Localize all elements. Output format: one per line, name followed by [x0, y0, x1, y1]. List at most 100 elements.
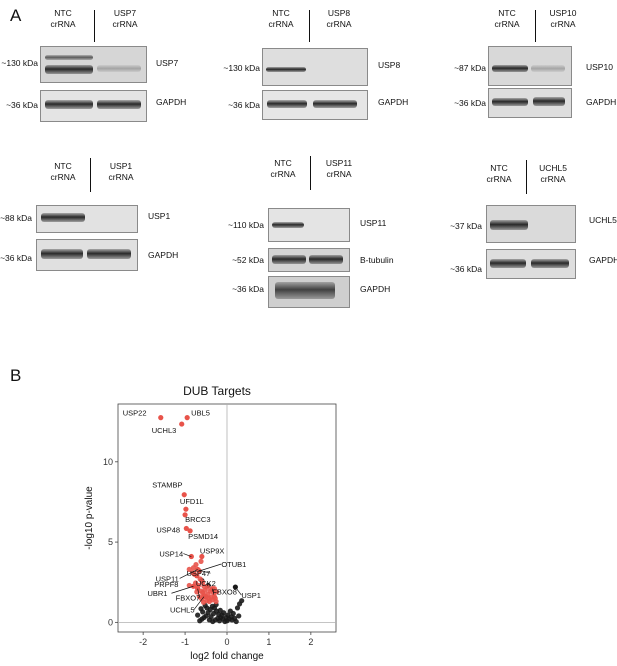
data-point-significant	[198, 558, 204, 564]
y-tick-label: 0	[108, 617, 113, 627]
y-axis-ticks: 0 5 10	[103, 457, 118, 627]
x-tick-label: -1	[181, 637, 189, 647]
target-label: GAPDH	[360, 284, 391, 294]
data-point-fbxo8	[209, 586, 215, 592]
leader-lines	[171, 553, 242, 610]
data-point-ubl5	[184, 415, 190, 421]
target-label: USP10	[586, 62, 613, 72]
data-point-nonsignificant	[195, 612, 201, 618]
kda-label: ~110 kDa	[228, 220, 264, 230]
point-label: STAMBP	[152, 481, 182, 490]
data-point-nonsignificant	[236, 613, 242, 619]
leader-line	[197, 588, 200, 598]
y-tick-label: 10	[103, 457, 113, 467]
lane-header-control: NTC crRNA	[494, 8, 520, 29]
kda-label: ~130 kDa	[223, 63, 260, 73]
x-axis-ticks: -2 -1 0 1 2	[139, 632, 313, 647]
blot-band-b-tubulin	[268, 248, 350, 272]
data-point-usp9x	[199, 553, 205, 560]
data-point-significant	[186, 566, 192, 572]
data-point-uck2	[194, 573, 200, 579]
leader-line	[235, 586, 242, 596]
target-label: GAPDH	[156, 97, 187, 107]
data-point-ubr1	[190, 583, 197, 589]
leader-line	[171, 585, 194, 594]
lane-divider	[94, 10, 95, 42]
lane-divider	[526, 160, 527, 194]
lane-header-knockout: UCHL5 crRNA	[539, 163, 567, 184]
data-point-nonsignificant	[198, 606, 204, 612]
point-label: PRPF8	[154, 580, 178, 589]
lane-divider	[90, 158, 91, 192]
kda-label: ~36 kDa	[232, 284, 264, 294]
blot-band-uchl5	[486, 205, 576, 243]
x-tick-label: 1	[266, 637, 271, 647]
point-label: FBXO7	[176, 594, 201, 603]
y-axis-label: -log10 p-value	[84, 486, 95, 550]
data-point-fbxo7	[195, 586, 201, 592]
point-label: OTUB1	[221, 560, 246, 569]
data-point-significant	[201, 583, 207, 589]
point-label: USP47	[186, 569, 210, 578]
kda-label: ~36 kDa	[0, 253, 32, 263]
kda-label: ~36 kDa	[454, 98, 486, 108]
lane-header-control: NTC crRNA	[50, 8, 76, 29]
point-label: USP14	[159, 550, 183, 559]
data-point-nonsignificant	[217, 607, 223, 613]
data-point-nonsignificant	[234, 605, 241, 611]
target-label: UCHL5	[589, 215, 617, 225]
kda-label: ~37 kDa	[450, 221, 482, 231]
blot-band-gapdh	[488, 88, 572, 118]
leader-line	[179, 569, 198, 579]
target-label: B-tubulin	[360, 255, 394, 265]
data-point-significant	[193, 561, 199, 568]
blot-band-usp10	[488, 46, 572, 86]
blot-band-usp1	[36, 205, 138, 233]
data-point-nonsignificant	[210, 618, 216, 625]
kda-label: ~87 kDa	[454, 63, 486, 73]
point-label: BRCC3	[185, 515, 210, 524]
lane-header-control: NTC crRNA	[268, 8, 294, 29]
kda-label: ~36 kDa	[450, 264, 482, 274]
lane-header-control: NTC crRNA	[486, 163, 512, 184]
data-point-nonsignificant	[197, 618, 203, 624]
blot-band-usp11	[268, 208, 350, 242]
kda-label: ~88 kDa	[0, 213, 32, 223]
blot-band-gapdh	[268, 276, 350, 308]
leader-line	[183, 553, 192, 557]
point-label: UCK2	[196, 579, 216, 588]
data-point-significant	[197, 576, 203, 582]
target-label: GAPDH	[589, 255, 617, 265]
data-point-significant	[205, 595, 212, 601]
data-point-psmd14	[187, 528, 193, 534]
kda-label: ~52 kDa	[232, 255, 264, 265]
panel-letter-b: B	[10, 366, 22, 385]
kda-label: ~36 kDa	[228, 100, 260, 110]
kda-label: ~36 kDa	[6, 100, 38, 110]
lane-header-control: NTC crRNA	[270, 158, 296, 179]
target-label: USP8	[378, 60, 401, 70]
data-point-usp22	[158, 415, 164, 421]
point-label: USP9X	[200, 547, 225, 556]
data-point-usp48	[183, 525, 189, 532]
lane-divider	[535, 10, 536, 42]
lane-header-knockout: USP8 crRNA	[326, 8, 352, 29]
panel-letter-a: A	[10, 6, 22, 25]
point-label: FBXO8	[212, 588, 237, 597]
data-point-nonsignificant	[233, 618, 239, 625]
target-label: GAPDH	[586, 97, 617, 107]
target-label: USP7	[156, 58, 179, 68]
chart-title: DUB Targets	[183, 384, 251, 398]
non-significant-points	[195, 578, 245, 625]
data-point-ufd1l	[183, 506, 189, 512]
point-label: USP48	[156, 525, 180, 534]
point-label: USP22	[123, 409, 147, 418]
point-label: USP1	[241, 591, 261, 600]
data-point-significant	[200, 599, 207, 605]
data-point-significant	[213, 598, 219, 605]
lane-header-control: NTC crRNA	[50, 161, 76, 182]
point-label: USP11	[156, 574, 179, 583]
blot-band-gapdh	[486, 249, 576, 279]
data-point-uchl3	[179, 421, 185, 427]
data-point-nonsignificant	[227, 608, 233, 614]
